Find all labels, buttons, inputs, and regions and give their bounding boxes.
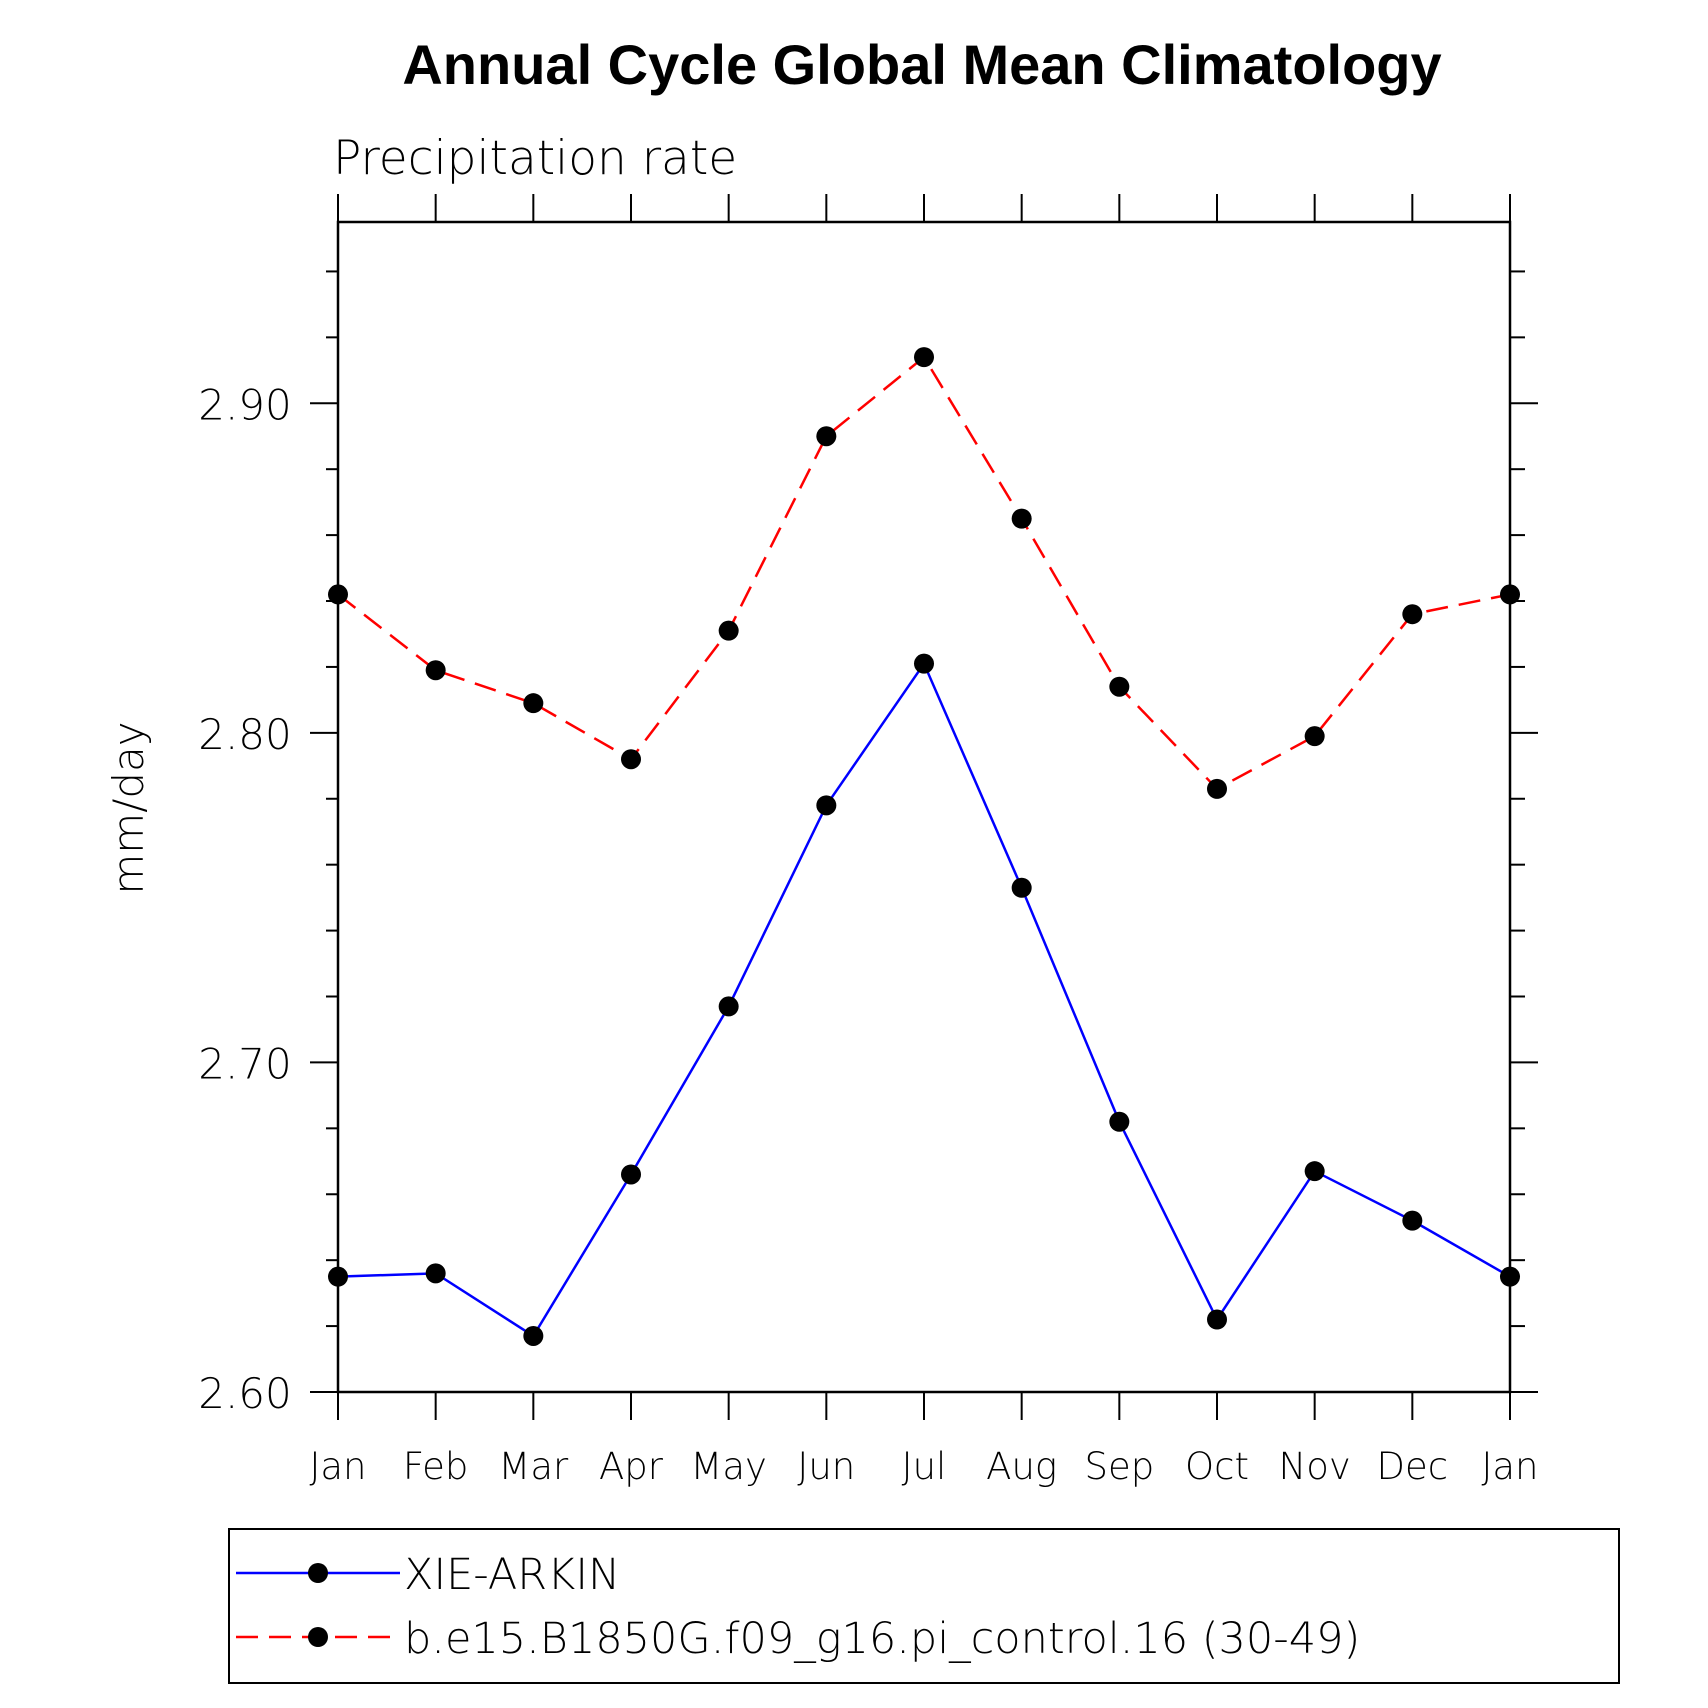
data-point <box>425 660 446 681</box>
x-tick-label: Feb <box>403 1445 469 1488</box>
legend-box <box>228 1528 1620 1684</box>
data-point <box>1207 778 1227 799</box>
y-tick-label: 2.70 <box>198 1039 292 1088</box>
x-tick-label: Jan <box>309 1445 366 1488</box>
legend-label-xie-arkin: XIE-ARKIN <box>404 1550 620 1600</box>
data-point <box>1109 1111 1130 1132</box>
legend: XIE-ARKIN b.e15.B1850G.f09_g16.pi_contro… <box>228 1528 1620 1684</box>
series-line-1 <box>337 355 1511 791</box>
data-point <box>523 693 544 714</box>
x-tick-label: Sep <box>1084 1445 1154 1488</box>
plot-area-frame <box>336 220 1512 1394</box>
legend-entry-xie-arkin: XIE-ARKIN <box>236 1550 620 1600</box>
legend-entry-model: b.e15.B1850G.f09_g16.pi_control.16 (30-4… <box>236 1614 1360 1664</box>
x-tick-label: May <box>690 1445 767 1488</box>
x-tick-label: Jul <box>902 1445 947 1488</box>
data-point <box>914 347 934 368</box>
series-layer <box>328 347 1520 1346</box>
data-point <box>914 653 934 674</box>
data-point <box>816 426 837 447</box>
data-point <box>718 996 739 1017</box>
data-point <box>621 749 641 770</box>
data-point <box>816 795 837 816</box>
data-point <box>621 1164 641 1185</box>
data-point <box>1500 584 1520 605</box>
chart-title: Annual Cycle Global Mean Climatology <box>402 33 1441 96</box>
data-point <box>1207 1309 1227 1330</box>
x-tick-label: Mar <box>498 1445 569 1488</box>
legend-label-model: b.e15.B1850G.f09_g16.pi_control.16 (30-4… <box>404 1614 1360 1664</box>
data-point <box>328 584 348 605</box>
tick-labels: Jan Feb Mar Apr May Jun Jul Aug Sep Oct Nov Dec Jan 2… <box>198 380 1538 1488</box>
data-point <box>523 1325 544 1346</box>
legend-marker-model <box>308 1627 328 1647</box>
x-tick-label: Dec <box>1377 1445 1449 1488</box>
data-point <box>1011 508 1032 529</box>
data-point <box>1402 1210 1423 1231</box>
data-point <box>1304 1161 1325 1182</box>
chart-subtitle: Precipitation rate <box>333 131 737 186</box>
data-point <box>1500 1266 1520 1287</box>
data-point <box>1109 676 1130 697</box>
axis-ticks <box>310 194 1538 1420</box>
x-tick-label: Oct <box>1185 1445 1249 1488</box>
data-point <box>1011 877 1032 898</box>
data-point <box>425 1263 446 1284</box>
data-point <box>328 1266 348 1287</box>
data-point <box>718 620 739 641</box>
series-line-0 <box>337 661 1511 1338</box>
y-tick-label: 2.80 <box>198 710 292 759</box>
data-point <box>1304 726 1325 747</box>
x-tick-label: Apr <box>599 1445 664 1488</box>
legend-marker-xie-arkin <box>308 1563 328 1583</box>
data-point <box>1402 604 1423 625</box>
y-axis-label: mm/day <box>104 721 153 894</box>
x-tick-label: Jan <box>1481 1445 1538 1488</box>
y-tick-label: 2.60 <box>198 1369 292 1418</box>
x-tick-label: Nov <box>1279 1445 1351 1488</box>
x-tick-label: Jun <box>797 1445 855 1488</box>
y-tick-label: 2.90 <box>198 380 292 429</box>
x-tick-label: Aug <box>986 1445 1057 1488</box>
